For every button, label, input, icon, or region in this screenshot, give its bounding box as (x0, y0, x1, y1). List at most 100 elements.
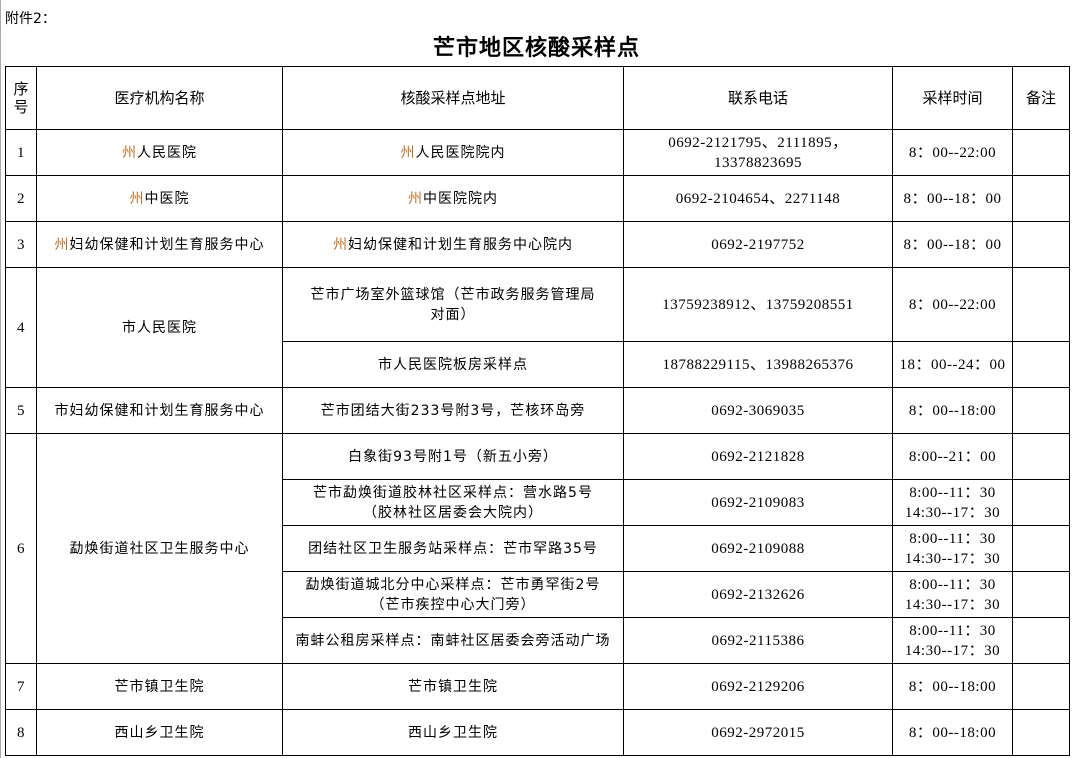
row-number: 1 (17, 144, 25, 161)
site-note-cell (1012, 267, 1070, 342)
institution-name-cell: 州人民医院 (36, 129, 283, 176)
site-note-cell (1012, 617, 1070, 664)
site-address-cell: 南蚌公租房采样点：南蚌社区居委会旁活动广场 (282, 617, 624, 664)
site-time-cell: 8:00--11：30 14:30--17：30 (892, 571, 1013, 618)
institution-name-cell: 市妇幼保健和计划生育服务中心 (36, 387, 283, 434)
institution-name: 州中医院 (129, 190, 190, 207)
site-phone-cell: 0692-2129206 (623, 663, 893, 710)
site-note-cell (1012, 479, 1070, 526)
site-phone-cell: 0692-2121795、2111895， 13378823695 (623, 129, 893, 176)
table-row: 团结社区卫生服务站采样点：芒市罕路35号 0692-2109088 8:00--11… (6, 525, 1070, 572)
site-time-cell: 8：00--22:00 (892, 267, 1013, 342)
attachment-label: 附件2： (5, 11, 56, 27)
page-title: 芒市地区核酸采样点 (432, 35, 640, 61)
site-address: 芒市广场室外篮球馆（芒市政务服务管理局 对面） (310, 286, 596, 323)
site-address: 勐焕街道城北分中心采样点：芒市勇罕街2号 （芒市疾控中心大门旁） (305, 576, 601, 613)
site-time: 8：00--22:00 (908, 296, 997, 313)
site-address: 州中医院院内 (408, 190, 498, 207)
row-number-cell: 6 (5, 433, 37, 664)
site-phone: 0692-3069035 (711, 402, 805, 419)
row-number-cell: 5 (5, 387, 37, 434)
site-time-cell: 8:00--11：30 14:30--17：30 (892, 525, 1013, 572)
site-address-cell: 西山乡卫生院 (282, 709, 624, 756)
header-row: 序号 医疗机构名称 核酸采样点地址 联系电话 采样时间 备注 (5, 66, 1070, 130)
site-time: 8：00--22:00 (908, 144, 997, 161)
site-address: 州人民医院院内 (400, 144, 506, 161)
site-address-cell: 芒市团结大街233号附3号，芒核环岛旁 (282, 387, 624, 434)
site-note-cell (1012, 221, 1070, 268)
site-address: 西山乡卫生院 (408, 724, 498, 741)
site-phone: 0692-2115386 (711, 632, 805, 649)
site-phone-cell: 18788229115、13988265376 (623, 341, 893, 388)
site-note-cell (1012, 129, 1070, 176)
institution-name-cell: 市人民医院 (36, 267, 283, 388)
site-phone: 0692-2197752 (711, 236, 805, 253)
site-phone-cell: 0692-2109083 (623, 479, 893, 526)
site-time-cell: 8：00--18:00 (892, 663, 1013, 710)
institution-name: 西山乡卫生院 (114, 724, 205, 741)
row-number-cell: 7 (5, 663, 37, 710)
site-phone: 13759238912、13759208551 (662, 296, 854, 313)
header-no-cell: 序号 (5, 66, 37, 130)
site-address-cell: 白象街93号附1号（新五小旁） (282, 433, 624, 480)
site-phone: 18788229115、13988265376 (662, 356, 854, 373)
institution-name-cell: 芒市镇卫生院 (36, 663, 283, 710)
site-address-cell: 州妇幼保健和计划生育服务中心院内 (282, 221, 624, 268)
site-time-cell: 8：00--22:00 (892, 129, 1013, 176)
site-time: 18：00--24：00 (899, 356, 1006, 373)
site-time: 8:00--11：30 14:30--17：30 (904, 484, 1001, 521)
header-phone: 联系电话 (623, 66, 893, 130)
table-row: 5 市妇幼保健和计划生育服务中心 芒市团结大街233号附3号，芒核环岛旁 0692-3… (5, 387, 1070, 434)
site-time: 8:00--11：30 14:30--17：30 (904, 622, 1001, 659)
site-address-cell: 芒市镇卫生院 (282, 663, 624, 710)
row-number: 8 (17, 724, 25, 741)
table-row: 6 勐焕街道社区卫生服务中心 白象街93号附1号（新五小旁） 0692-2121828… (5, 433, 1070, 664)
row-number: 2 (17, 190, 25, 207)
header-no: 序号 (13, 80, 29, 116)
institution-name: 市人民医院 (122, 319, 197, 336)
site-address-cell: 芒市勐焕街道胶林社区采样点：营水路5号 （胶林社区居委会大院内） (282, 479, 624, 526)
site-time: 8：00--18:00 (908, 678, 997, 695)
table-row: 勐焕街道城北分中心采样点：芒市勇罕街2号 （芒市疾控中心大门旁） 0692-213… (6, 571, 1070, 618)
row-number-cell: 8 (5, 709, 37, 756)
row-number: 4 (17, 319, 25, 336)
site-address: 市人民医院板房采样点 (378, 356, 528, 373)
header-note: 备注 (1012, 66, 1070, 130)
site-address: 南蚌公租房采样点：南蚌社区居委会旁活动广场 (295, 632, 611, 649)
site-address-cell: 团结社区卫生服务站采样点：芒市罕路35号 (282, 525, 624, 572)
table-row: 1 州人民医院 州人民医院院内 0692-2121795、2111895， 13378… (5, 129, 1070, 176)
site-phone-cell: 0692-2109088 (623, 525, 893, 572)
table-row: 3 州妇幼保健和计划生育服务中心 州妇幼保健和计划生育服务中心院内 0692-2197… (5, 221, 1070, 268)
site-phone: 0692-2121828 (711, 448, 805, 465)
sampling-sites-table: 序号 医疗机构名称 核酸采样点地址 联系电话 采样时间 备注 1 州人民医院 州人民… (5, 66, 1070, 756)
institution-name: 市妇幼保健和计划生育服务中心 (54, 402, 265, 419)
site-time-cell: 8:00--21：00 (892, 433, 1013, 480)
site-time: 8：00--18：00 (903, 236, 1002, 253)
header-time: 采样时间 (892, 66, 1013, 130)
table-row: 8 西山乡卫生院 西山乡卫生院 0692-2972015 8：00--18:00 (5, 709, 1070, 756)
site-phone: 0692-2132626 (711, 586, 805, 603)
site-note-cell (1012, 525, 1070, 572)
row-number-cell: 2 (5, 175, 37, 222)
site-address-cell: 市人民医院板房采样点 (282, 341, 624, 388)
table-row: 南蚌公租房采样点：南蚌社区居委会旁活动广场 0692-2115386 8:00--1… (6, 617, 1070, 664)
institution-name: 州人民医院 (122, 144, 197, 161)
site-time-cell: 8：00--18：00 (892, 175, 1013, 222)
institution-name: 勐焕街道社区卫生服务中心 (69, 540, 250, 557)
header-institution: 医疗机构名称 (36, 66, 283, 130)
row-number-cell: 1 (5, 129, 37, 176)
site-note-cell (1012, 341, 1070, 388)
site-phone-cell: 0692-2132626 (623, 571, 893, 618)
site-note-cell (1012, 663, 1070, 710)
institution-name-cell: 州中医院 (36, 175, 283, 222)
site-time: 8:00--11：30 14:30--17：30 (904, 530, 1001, 567)
header-address: 核酸采样点地址 (282, 66, 624, 130)
table-row: 芒市勐焕街道胶林社区采样点：营水路5号 （胶林社区居委会大院内） 0692-210… (6, 479, 1070, 526)
site-address-cell: 芒市广场室外篮球馆（芒市政务服务管理局 对面） (282, 267, 624, 342)
site-phone-cell: 0692-2121828 (623, 433, 893, 480)
table-row: 2 州中医院 州中医院院内 0692-2104654、2271148 8：00--18：… (5, 175, 1070, 222)
site-address: 芒市镇卫生院 (408, 678, 498, 695)
site-time: 8:00--21：00 (908, 448, 997, 465)
institution-name-cell: 西山乡卫生院 (36, 709, 283, 756)
site-phone-cell: 0692-2104654、2271148 (623, 175, 893, 222)
